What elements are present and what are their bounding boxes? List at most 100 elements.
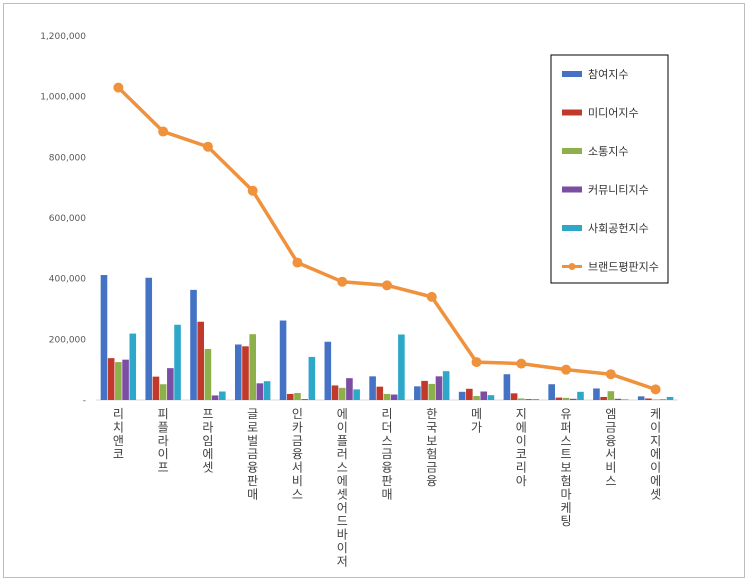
bar <box>331 385 339 400</box>
line-point <box>650 384 661 395</box>
category-label-char: 벌 <box>247 434 258 448</box>
category-label-char: 프 <box>202 407 213 421</box>
y-tick-label: - <box>83 396 86 406</box>
bar <box>242 346 249 400</box>
category-label-char: 스 <box>381 434 392 448</box>
category-label-char: 로 <box>247 420 258 434</box>
category-label-char: 비 <box>292 474 303 488</box>
category-label-char: 트 <box>561 447 572 461</box>
category-label-char: 케 <box>561 501 572 515</box>
line-point <box>426 291 437 302</box>
category-label-char: 코 <box>113 447 124 461</box>
bar <box>204 349 212 400</box>
line-point <box>605 369 616 380</box>
category-label-char: 플 <box>337 434 348 448</box>
category-label-char: 지 <box>516 407 527 421</box>
category-label-char: 이 <box>650 461 661 475</box>
bar <box>174 324 181 400</box>
bar <box>525 399 532 400</box>
category-label-char: 융 <box>381 461 392 475</box>
category-label-char: 리 <box>113 407 124 421</box>
legend-label: 미디어지수 <box>588 107 639 120</box>
bar <box>324 341 332 400</box>
category-label-char: 이 <box>337 420 348 434</box>
category-labels: 리치앤코피플라이프프라임에셋글로벌금융판매인카금융서비스에이플러스에셋어드바이저… <box>113 407 661 568</box>
category-label-char: 가 <box>471 420 482 434</box>
category-label-char: 카 <box>292 420 303 434</box>
legend-box <box>550 54 669 284</box>
category-label-char: 셋 <box>650 487 661 501</box>
line-point <box>337 276 348 287</box>
category-label-char: 에 <box>337 474 348 488</box>
bar <box>308 356 316 400</box>
bar <box>383 393 391 400</box>
bar <box>614 398 622 400</box>
bar <box>167 368 174 400</box>
category-label-char: 스 <box>337 461 348 475</box>
legend-swatch <box>562 148 582 154</box>
category-label-char: 에 <box>516 420 527 434</box>
bar <box>376 386 384 400</box>
category-label-char: 메 <box>471 407 482 421</box>
category-label-char: 엠 <box>605 407 616 421</box>
category-label-char: 금 <box>381 447 392 461</box>
category-label-char: 피 <box>158 407 169 421</box>
bar <box>249 334 256 400</box>
bar <box>122 359 129 400</box>
category-label-char: 매 <box>381 487 392 501</box>
category-label-char: 마 <box>561 487 572 501</box>
line-point <box>561 364 572 375</box>
category-label-char: 비 <box>605 461 616 475</box>
category-label-char: 치 <box>113 420 124 434</box>
category-label-char: 글 <box>247 407 258 421</box>
bar <box>487 395 495 400</box>
bar <box>152 376 160 400</box>
legend-line-marker <box>568 263 576 270</box>
line-point <box>247 185 258 196</box>
y-tick-label: 1,000,000 <box>40 93 86 103</box>
category-label-char: 이 <box>516 434 527 448</box>
line-point <box>516 358 527 369</box>
category-label-char: 스 <box>561 434 572 448</box>
bar <box>256 383 264 400</box>
bar <box>548 384 555 400</box>
y-tick-label: 400,000 <box>49 275 86 285</box>
category-label-char: 금 <box>247 447 258 461</box>
legend-label: 사회공헌지수 <box>588 222 649 235</box>
legend-label: 소통지수 <box>588 145 628 158</box>
category-label-char: 유 <box>561 407 572 421</box>
line-point <box>292 257 303 268</box>
category-label-char: 이 <box>650 420 661 434</box>
category-label-char: 보 <box>426 434 437 448</box>
category-label-char: 국 <box>426 420 437 434</box>
category-label-char: 저 <box>337 554 348 568</box>
bar <box>145 277 153 400</box>
bar <box>480 391 488 400</box>
bar <box>577 391 584 400</box>
category-label-char: 융 <box>426 474 437 488</box>
bar <box>294 393 301 400</box>
bar <box>666 396 674 400</box>
bar <box>645 398 652 400</box>
bar <box>532 399 540 400</box>
category-label-char: 지 <box>650 434 661 448</box>
category-label-char: 이 <box>337 541 348 555</box>
y-tick-label: 600,000 <box>49 214 86 224</box>
bar <box>279 320 287 400</box>
category-label-char: 금 <box>605 420 616 434</box>
category-label-char: 에 <box>650 447 661 461</box>
category-label-char: 융 <box>605 434 616 448</box>
legend-label: 브랜드평판지수 <box>588 261 659 274</box>
category-label-char: 스 <box>605 474 616 488</box>
bar <box>442 371 450 400</box>
category-label-char: 에 <box>650 474 661 488</box>
category-label-char: 플 <box>158 420 169 434</box>
category-label-char: 더 <box>381 420 392 434</box>
line-point <box>382 280 392 291</box>
bar <box>286 393 294 400</box>
bar <box>301 399 308 400</box>
bar <box>107 358 115 400</box>
bar <box>234 344 242 400</box>
category-label-char: 퍼 <box>561 420 572 434</box>
